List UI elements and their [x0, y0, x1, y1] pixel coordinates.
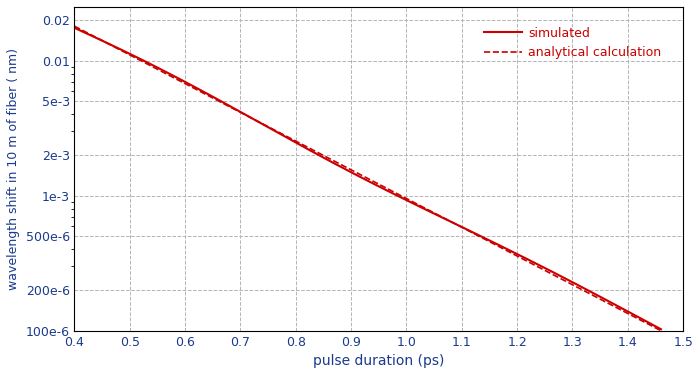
simulated — [515, 253, 524, 257]
simulated — [426, 210, 435, 214]
analytical calculation — [411, 201, 419, 205]
Line: simulated: simulated — [74, 28, 661, 329]
analytical calculation — [426, 209, 435, 213]
analytical calculation — [106, 43, 115, 47]
simulated — [106, 42, 115, 47]
analytical calculation — [515, 255, 524, 260]
analytical calculation — [444, 218, 452, 222]
analytical calculation — [575, 286, 584, 291]
simulated — [444, 218, 452, 223]
X-axis label: pulse duration (ps): pulse duration (ps) — [313, 354, 444, 368]
analytical calculation — [657, 328, 665, 333]
Legend: simulated, analytical calculation: simulated, analytical calculation — [480, 23, 665, 63]
simulated — [657, 327, 665, 332]
Y-axis label: wavelength shift in 10 m of fiber ( nm): wavelength shift in 10 m of fiber ( nm) — [7, 48, 20, 290]
simulated — [575, 284, 584, 288]
simulated — [70, 26, 78, 30]
simulated — [411, 202, 419, 207]
Line: analytical calculation: analytical calculation — [74, 26, 661, 331]
analytical calculation — [70, 24, 78, 28]
